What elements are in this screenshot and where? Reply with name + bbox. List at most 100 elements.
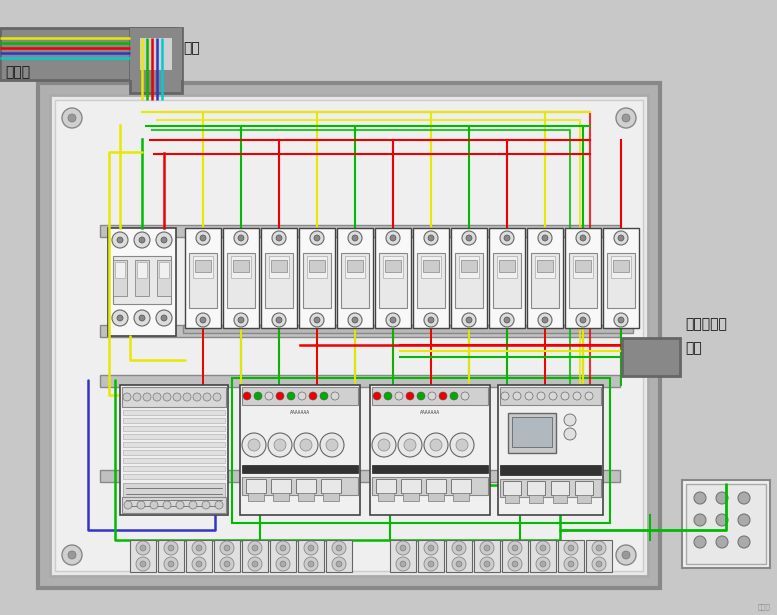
Circle shape: [215, 501, 223, 509]
Circle shape: [320, 392, 328, 400]
Circle shape: [398, 433, 422, 457]
Bar: [530, 540, 556, 572]
Bar: [50, 95, 648, 576]
Circle shape: [196, 561, 202, 567]
Circle shape: [348, 313, 362, 327]
Bar: [113, 260, 127, 296]
Circle shape: [164, 557, 178, 571]
Circle shape: [618, 235, 624, 241]
Circle shape: [428, 561, 434, 567]
Bar: [55, 100, 643, 571]
Bar: [270, 540, 296, 572]
Circle shape: [280, 545, 286, 551]
Circle shape: [424, 541, 438, 555]
Circle shape: [404, 439, 416, 451]
Bar: [577, 495, 591, 503]
Circle shape: [716, 492, 728, 504]
Circle shape: [622, 114, 630, 122]
Circle shape: [140, 561, 146, 567]
Circle shape: [238, 235, 244, 241]
Circle shape: [320, 433, 344, 457]
Circle shape: [576, 313, 590, 327]
Circle shape: [622, 551, 630, 559]
Circle shape: [173, 393, 181, 401]
Bar: [113, 256, 171, 304]
Bar: [323, 493, 339, 501]
Bar: [321, 479, 341, 493]
Bar: [446, 540, 472, 572]
Circle shape: [314, 317, 320, 323]
Text: 三相电: 三相电: [5, 65, 30, 79]
Bar: [0, 28, 175, 80]
Text: 亿立诺: 亿立诺: [758, 603, 770, 610]
Circle shape: [564, 428, 576, 440]
Circle shape: [564, 541, 578, 555]
Circle shape: [276, 541, 290, 555]
Circle shape: [542, 317, 548, 323]
Bar: [38, 83, 660, 588]
Circle shape: [504, 317, 510, 323]
Circle shape: [390, 235, 396, 241]
Circle shape: [136, 541, 150, 555]
Circle shape: [314, 235, 320, 241]
Bar: [370, 385, 490, 515]
Circle shape: [276, 392, 284, 400]
Bar: [122, 497, 226, 513]
Bar: [108, 228, 176, 336]
Bar: [413, 228, 449, 328]
Circle shape: [384, 392, 392, 400]
Circle shape: [576, 231, 590, 245]
Bar: [271, 479, 291, 493]
Circle shape: [272, 231, 286, 245]
Circle shape: [525, 392, 533, 400]
Bar: [123, 483, 225, 511]
Bar: [529, 495, 543, 503]
Bar: [453, 493, 469, 501]
Circle shape: [452, 541, 466, 555]
Circle shape: [336, 561, 342, 567]
Bar: [341, 253, 369, 308]
Circle shape: [326, 439, 338, 451]
Circle shape: [450, 392, 458, 400]
Circle shape: [153, 393, 161, 401]
Circle shape: [220, 541, 234, 555]
Circle shape: [163, 393, 171, 401]
Circle shape: [614, 231, 628, 245]
Circle shape: [428, 317, 434, 323]
Circle shape: [189, 501, 197, 509]
Bar: [508, 413, 556, 453]
Bar: [123, 466, 225, 471]
Circle shape: [456, 545, 462, 551]
Circle shape: [124, 501, 132, 509]
Circle shape: [417, 392, 425, 400]
Bar: [379, 253, 407, 308]
Circle shape: [542, 235, 548, 241]
Bar: [426, 479, 446, 493]
Circle shape: [294, 433, 318, 457]
Circle shape: [461, 392, 469, 400]
Circle shape: [484, 561, 490, 567]
Bar: [451, 479, 471, 493]
Bar: [535, 256, 555, 278]
Circle shape: [276, 235, 282, 241]
Circle shape: [596, 561, 602, 567]
Bar: [185, 228, 221, 328]
Circle shape: [462, 313, 476, 327]
Circle shape: [220, 557, 234, 571]
Circle shape: [456, 561, 462, 567]
Bar: [123, 410, 225, 415]
Circle shape: [430, 439, 442, 451]
Circle shape: [112, 232, 128, 248]
Circle shape: [310, 231, 324, 245]
Bar: [500, 479, 601, 497]
Bar: [242, 465, 358, 473]
Circle shape: [272, 313, 286, 327]
Bar: [232, 378, 610, 523]
Bar: [565, 228, 601, 328]
Bar: [537, 260, 553, 272]
Circle shape: [352, 317, 358, 323]
Bar: [531, 253, 559, 308]
Circle shape: [139, 237, 145, 243]
Bar: [421, 256, 441, 278]
Bar: [489, 228, 525, 328]
